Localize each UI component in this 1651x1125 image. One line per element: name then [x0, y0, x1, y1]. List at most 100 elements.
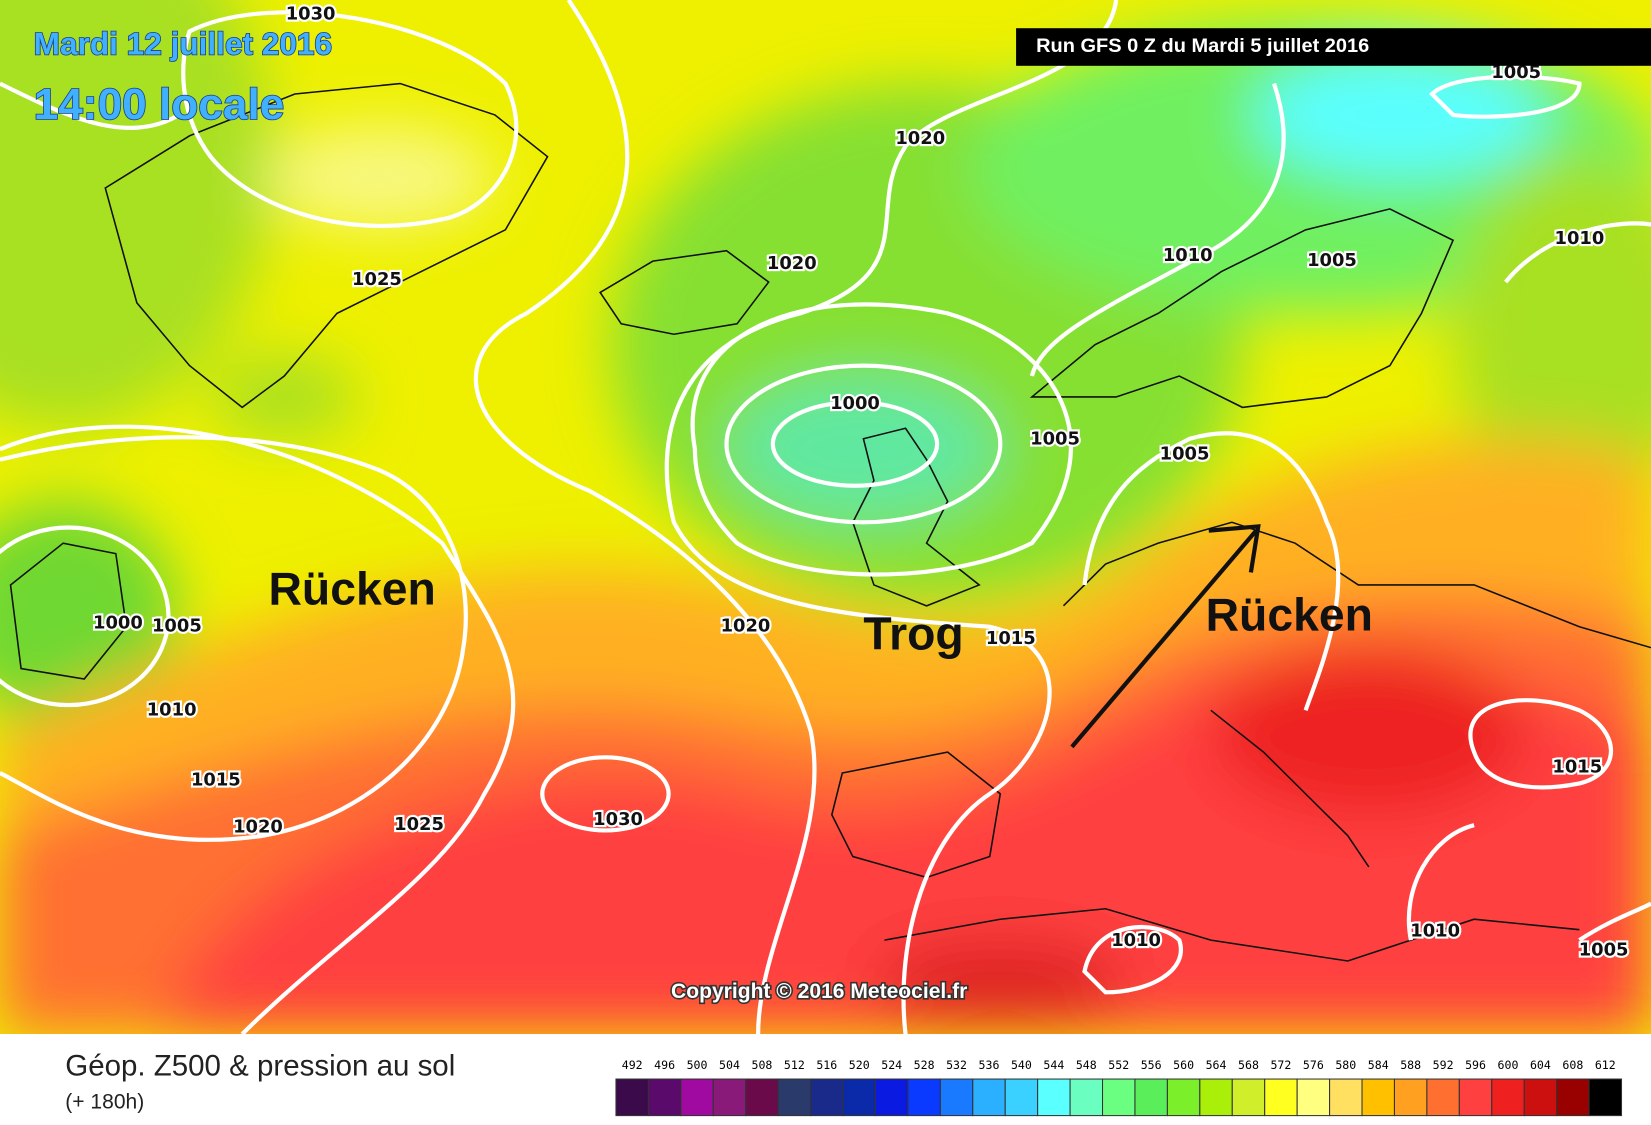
- arrow: [1070, 524, 1261, 749]
- colorbar-tick-label: 592: [1433, 1058, 1454, 1072]
- colorbar-tick-label: 504: [719, 1058, 740, 1072]
- color-swatch: [939, 1078, 974, 1117]
- color-swatch: [1037, 1078, 1071, 1117]
- colorbar-tick-label: 564: [1206, 1058, 1227, 1072]
- colorbar-tick-label: 612: [1595, 1058, 1616, 1072]
- colorbar-tick-label: 608: [1562, 1058, 1583, 1072]
- color-swatch: [712, 1078, 747, 1117]
- isobar-label: 1005: [152, 616, 202, 637]
- colorbar-tick-label: 524: [881, 1058, 902, 1072]
- colorbar-tick-label: 584: [1368, 1058, 1389, 1072]
- color-swatch: [907, 1078, 941, 1117]
- run-box: [1016, 28, 1651, 66]
- colorbar-tick-label: 548: [1076, 1058, 1097, 1072]
- color-swatch: [1556, 1078, 1590, 1117]
- color-swatch: [874, 1078, 909, 1117]
- color-swatch: [1199, 1078, 1233, 1117]
- color-swatch: [842, 1078, 876, 1117]
- colorbar-tick-label: 492: [622, 1058, 643, 1072]
- colorbar-tick-label: 540: [1011, 1058, 1032, 1072]
- color-swatch: [1523, 1078, 1558, 1117]
- color-swatch: [1458, 1078, 1493, 1117]
- isobar-label: 1020: [233, 816, 283, 837]
- isobar-label: 1020: [767, 253, 817, 274]
- color-swatch: [1426, 1078, 1460, 1117]
- colorbar-tick-label: 552: [1108, 1058, 1129, 1072]
- isobars: [0, 0, 1651, 1035]
- colorbar: 492 496 500 504 508 512 516 520 524 528 532 536 540 5…: [615, 1058, 1623, 1117]
- isobar-label: 1030: [593, 809, 643, 830]
- isobar-label: 1005: [1030, 429, 1080, 450]
- colorbar-tick-label: 532: [946, 1058, 967, 1072]
- run-info: Run GFS 0 Z du Mardi 5 juillet 2016: [1036, 35, 1369, 57]
- color-swatch: [1069, 1078, 1104, 1117]
- color-swatch: [1166, 1078, 1201, 1117]
- isobar-label: 1025: [352, 269, 402, 290]
- field-shading: [0, 0, 1651, 1035]
- colorbar-tick-label: 572: [1270, 1058, 1291, 1072]
- isobar-label: 1015: [986, 628, 1036, 649]
- colorbar-tick-label: 596: [1465, 1058, 1486, 1072]
- color-swatch: [1588, 1078, 1623, 1117]
- color-swatch: [1264, 1078, 1298, 1117]
- isobar-label: 1005: [1307, 250, 1357, 271]
- colorbar-tick-label: 560: [1173, 1058, 1194, 1072]
- isobar-label: 1010: [1410, 921, 1460, 942]
- color-swatch: [777, 1078, 812, 1117]
- copyright: Copyright © 2016 Meteociel.fr: [671, 980, 967, 1003]
- color-swatch: [1004, 1078, 1039, 1117]
- colorbar-tick-label: 576: [1303, 1058, 1324, 1072]
- colorbar-tick-label: 588: [1400, 1058, 1421, 1072]
- color-swatch: [810, 1078, 844, 1117]
- colorbar-tick-label: 520: [849, 1058, 870, 1072]
- colorbar-tick-label: 496: [654, 1058, 675, 1072]
- colorbar-tick-label: 528: [914, 1058, 935, 1072]
- color-swatch: [1231, 1078, 1266, 1117]
- colorbar-tick-label: 508: [751, 1058, 772, 1072]
- isobar-label: 1000: [830, 393, 880, 414]
- annotation: Trog: [863, 607, 963, 659]
- isobar-label: 1020: [721, 616, 771, 637]
- color-swatch: [1101, 1078, 1136, 1117]
- color-swatch: [1134, 1078, 1168, 1117]
- legend-title: Géop. Z500 & pression au sol: [65, 1049, 455, 1082]
- isobar-label: 1005: [1160, 443, 1210, 464]
- color-swatch: [972, 1078, 1006, 1117]
- colorbar-tick-label: 600: [1498, 1058, 1519, 1072]
- isobar-label: 1005: [1579, 940, 1629, 961]
- color-swatch: [1393, 1078, 1428, 1117]
- color-swatch: [680, 1078, 714, 1117]
- annotation: Rücken: [268, 563, 435, 615]
- annotation: Rücken: [1206, 589, 1373, 641]
- isobar-labels: 1030 1020 1005 1020 1025 1010 1005 1010 …: [91, 2, 1631, 963]
- colorbar-tick-label: 580: [1335, 1058, 1356, 1072]
- colorbar-tick-label: 556: [1141, 1058, 1162, 1072]
- colorbar-tick-label: 512: [784, 1058, 805, 1072]
- isobar-label: 1020: [895, 128, 945, 149]
- colorbar-tick-label: 604: [1530, 1058, 1551, 1072]
- colorbar-tick-label: 500: [687, 1058, 708, 1072]
- color-swatch: [1491, 1078, 1525, 1117]
- color-swatch: [647, 1078, 682, 1117]
- colorbar-tick-label: 544: [1043, 1058, 1064, 1072]
- isobar-label: 1010: [1555, 228, 1605, 249]
- colorbar-tick-label: 536: [979, 1058, 1000, 1072]
- isobar-label: 1030: [286, 4, 336, 25]
- isobar-label: 1015: [191, 769, 241, 790]
- color-swatch: [1296, 1078, 1331, 1117]
- color-swatch: [615, 1078, 649, 1117]
- map: 1030 1020 1005 1020 1025 1010 1005 1010 …: [0, 0, 1651, 1035]
- isobar-label: 1010: [1163, 245, 1213, 266]
- isobar-label: 1000: [93, 613, 143, 634]
- colorbar-tick-label: 516: [816, 1058, 837, 1072]
- forecast-date: Mardi 12 juillet 2016: [34, 26, 332, 61]
- color-swatch: [1329, 1078, 1363, 1117]
- legend-subtitle: (+ 180h): [65, 1091, 144, 1114]
- color-swatch: [745, 1078, 779, 1117]
- color-swatch: [1361, 1078, 1395, 1117]
- coastlines: [9, 82, 1651, 962]
- isobar-label: 1010: [1111, 930, 1161, 951]
- isobar-label: 1025: [394, 814, 444, 835]
